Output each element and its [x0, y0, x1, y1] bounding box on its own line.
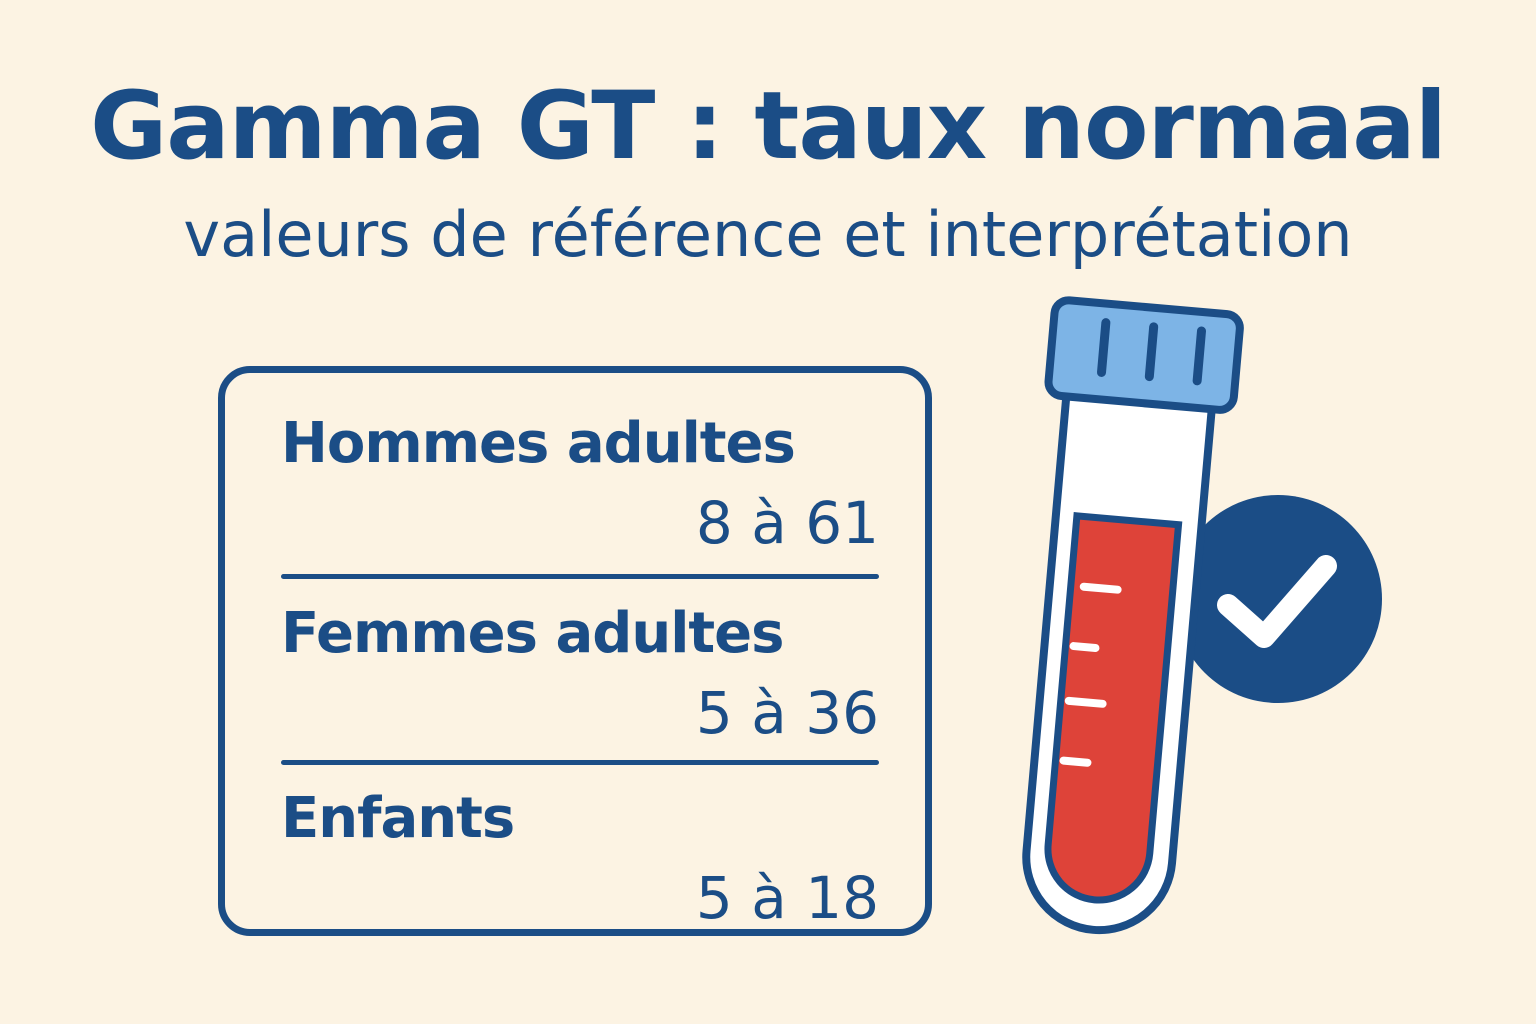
blood-test-tube-icon — [1022, 296, 1244, 935]
reference-values-card: Hommes adultes 8 à 61 Femmes adultes 5 à… — [218, 366, 932, 936]
row-value: 8 à 61 — [695, 489, 879, 557]
page-title: Gamma GT : taux normaal — [90, 72, 1447, 181]
checkmark-circle-icon — [1174, 495, 1382, 703]
row-value: 5 à 18 — [695, 864, 879, 932]
row-label: Femmes adultes — [281, 601, 784, 666]
row-divider — [281, 574, 879, 579]
row-label: Hommes adultes — [281, 411, 796, 476]
row-label: Enfants — [281, 786, 515, 851]
page-subtitle: valeurs de référence et interprétation — [183, 198, 1353, 271]
row-divider — [281, 760, 879, 765]
row-value: 5 à 36 — [695, 679, 879, 747]
